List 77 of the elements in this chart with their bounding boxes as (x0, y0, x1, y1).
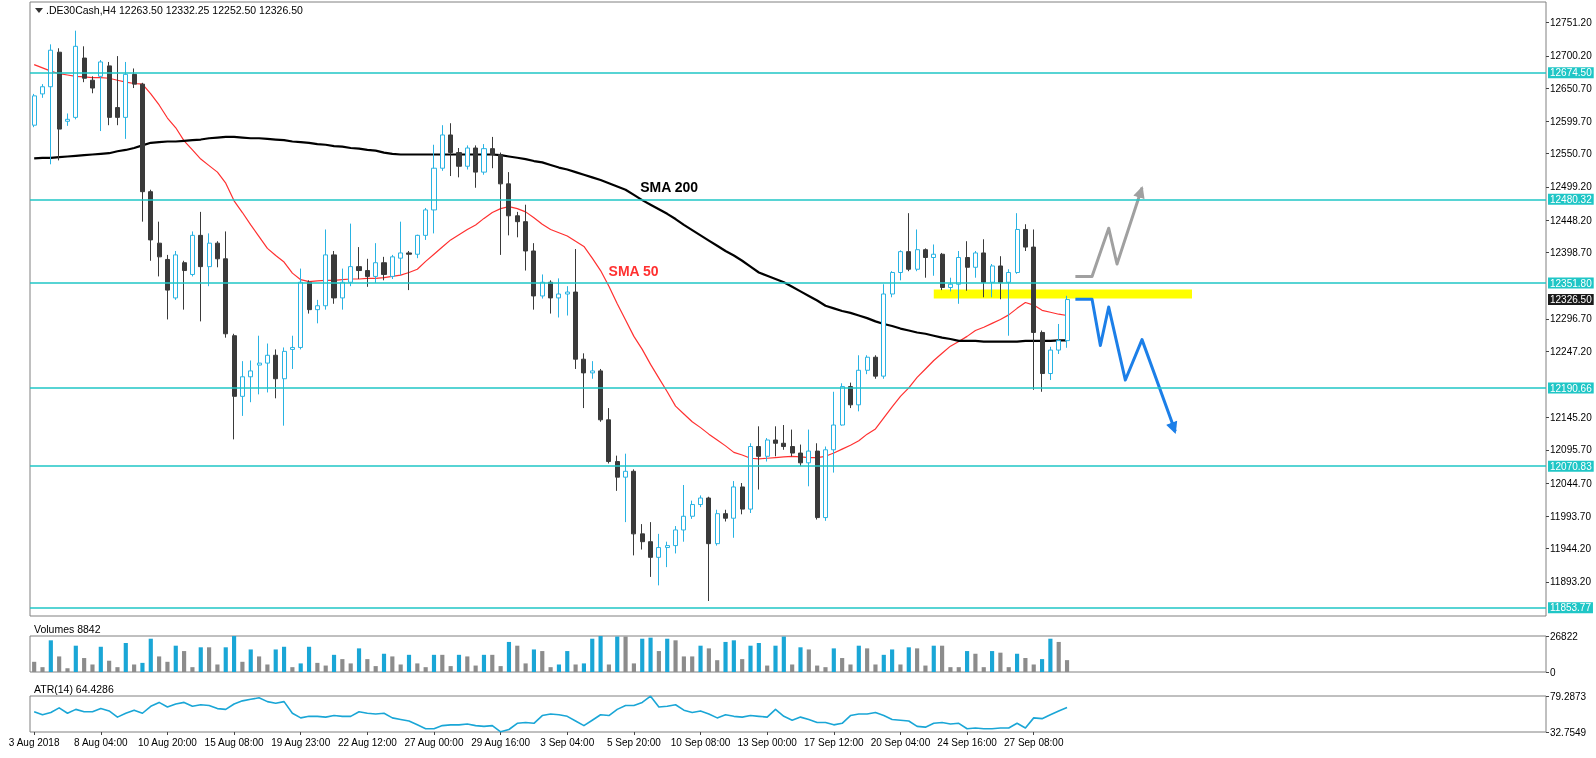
bar (581, 663, 587, 672)
bar (173, 645, 178, 672)
x-tick-label: 22 Aug 12:00 (337, 736, 398, 748)
bar (615, 636, 620, 672)
y-tick-label: 26822 (1550, 630, 1579, 642)
x-tick-label: 27 Sep 08:00 (1003, 736, 1064, 748)
x-tick-label: 19 Aug 23:00 (271, 736, 331, 748)
x-tick-label: 10 Sep 08:00 (670, 736, 731, 748)
bar (506, 641, 512, 672)
x-tick-label: 13 Sep 00:00 (737, 736, 798, 748)
bar (1039, 659, 1045, 672)
x-tick-label: 24 Sep 16:00 (937, 736, 998, 748)
bar (123, 643, 128, 672)
bar (890, 649, 895, 672)
x-tick-label: 3 Sep 04:00 (540, 736, 595, 748)
chart-title: ATR(14) 64.4286 (34, 682, 114, 695)
bar (648, 637, 653, 672)
bar (731, 640, 736, 672)
x-tick-label: 10 Aug 20:00 (137, 736, 198, 748)
bar (590, 638, 595, 672)
bar (640, 638, 645, 672)
bar (748, 645, 753, 672)
x-tick-label: 3 Aug 2018 (8, 736, 60, 748)
bar (148, 638, 153, 672)
bar (931, 645, 936, 672)
bar (198, 647, 203, 672)
bar (556, 664, 562, 672)
bar (331, 654, 337, 672)
bar (223, 647, 228, 672)
bar (665, 638, 670, 672)
bar (698, 645, 703, 672)
candlestick (32, 93, 37, 128)
bar (98, 646, 103, 672)
candlestick (40, 83, 45, 99)
bar (781, 636, 786, 672)
bar (231, 636, 237, 672)
line-series (33, 695, 1068, 733)
bar (598, 636, 603, 672)
bar (965, 651, 970, 672)
y-tick-label: 79.2873 (1550, 690, 1587, 702)
bar (565, 651, 570, 672)
bar (1014, 653, 1020, 672)
bar (773, 645, 778, 672)
bar (798, 647, 803, 672)
chart-title: Volumes 8842 (34, 622, 101, 635)
x-tick-label: 17 Sep 12:00 (804, 736, 864, 748)
bar (881, 654, 886, 672)
x-tick-label: 29 Aug 16:00 (471, 736, 531, 748)
bar (48, 640, 53, 672)
bar (481, 654, 487, 672)
bar (906, 647, 911, 672)
bar (831, 648, 836, 672)
bar (1048, 638, 1053, 672)
bar (723, 641, 728, 672)
bar (431, 654, 437, 672)
bar (531, 649, 537, 672)
x-tick-label: 5 Sep 20:00 (606, 736, 662, 748)
y-tick-label: 0 (1550, 666, 1556, 678)
bar (140, 662, 145, 672)
bar (273, 649, 278, 672)
x-tick-label: 20 Sep 04:00 (870, 736, 931, 748)
bar (73, 645, 78, 672)
bar (306, 646, 312, 672)
x-tick-label: 15 Aug 08:00 (204, 736, 264, 748)
bar (248, 649, 253, 672)
bar (281, 646, 287, 672)
x-tick-label: 8 Aug 04:00 (74, 736, 128, 748)
bar (989, 651, 995, 672)
bar (456, 654, 462, 672)
bar (756, 643, 761, 672)
bar (406, 654, 412, 672)
bar (856, 645, 861, 672)
bar (356, 648, 362, 672)
bar (381, 653, 387, 672)
y-tick-label: 32.7549 (1550, 726, 1587, 738)
bar (298, 663, 303, 672)
x-tick-label: 27 Aug 00:00 (404, 736, 464, 748)
